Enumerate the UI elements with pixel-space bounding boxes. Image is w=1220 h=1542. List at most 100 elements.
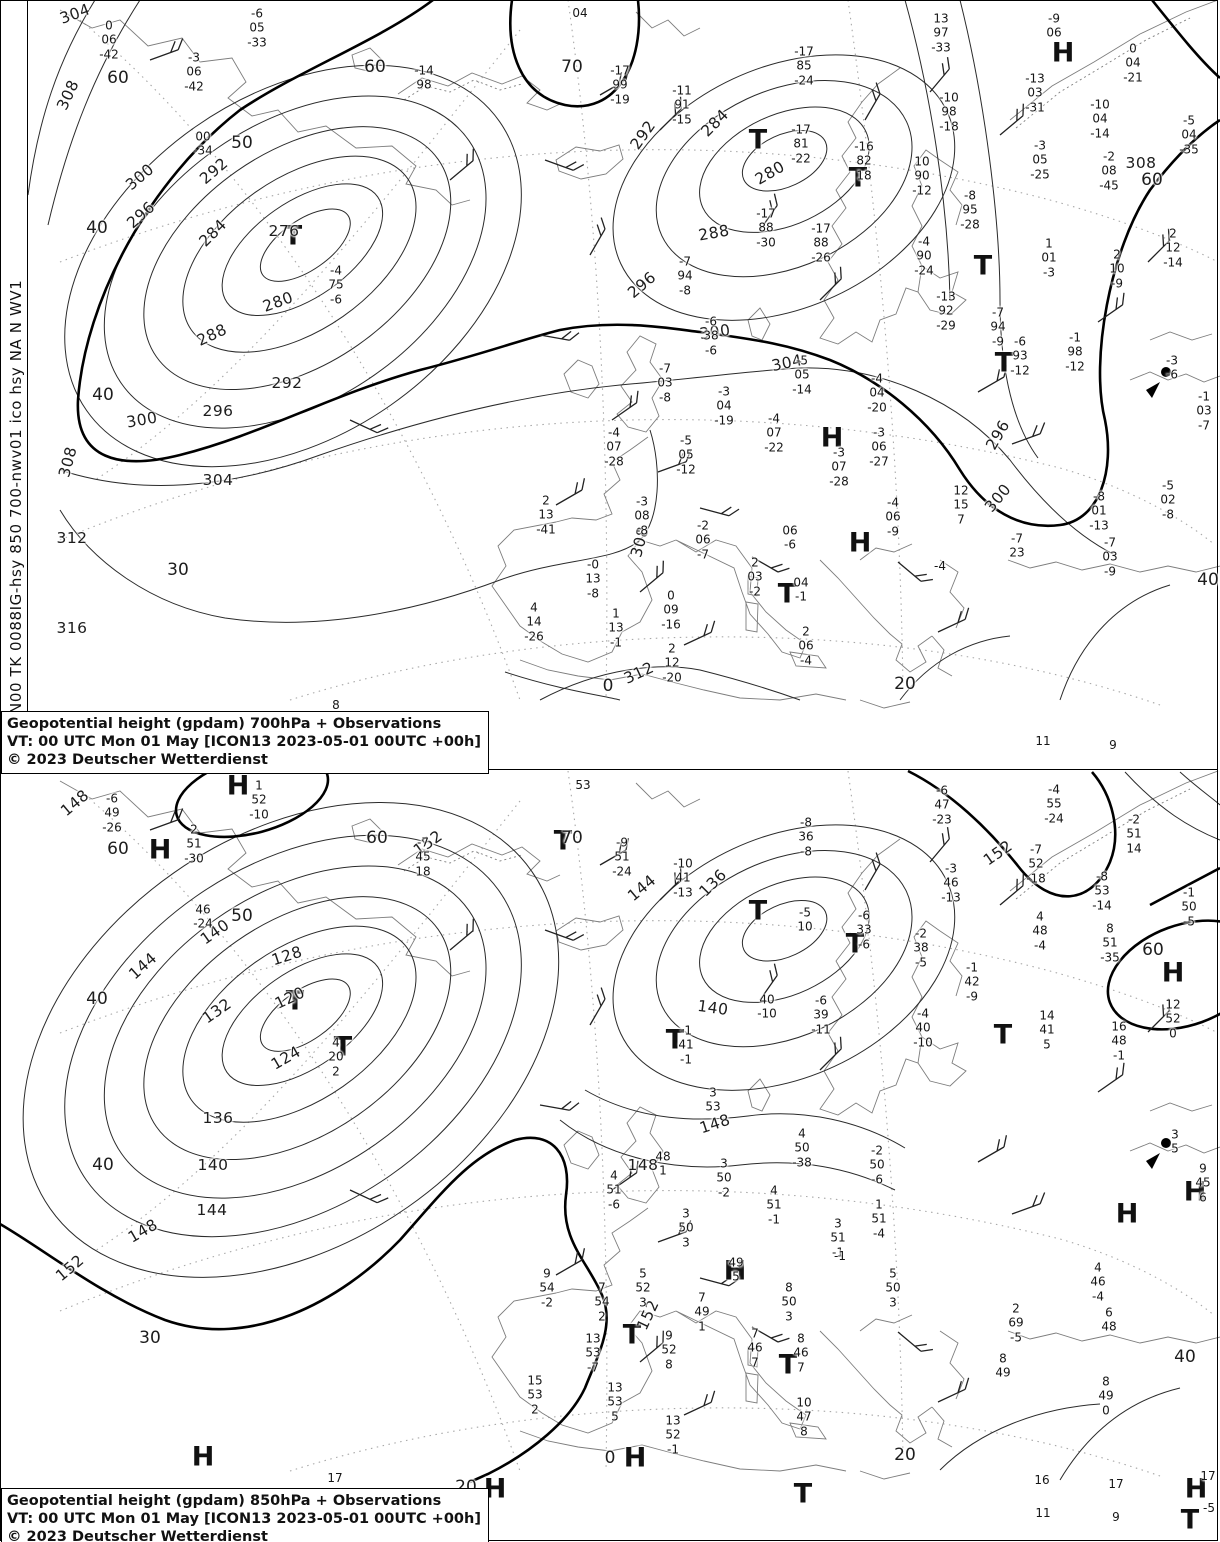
station-value: 1 — [659, 1164, 667, 1178]
graticule-label: 40 — [92, 1155, 114, 1175]
pressure-center-high: H — [1161, 957, 1185, 989]
station-value: 8 — [332, 697, 340, 712]
station-value: -3 — [718, 384, 730, 399]
station-values: -2 38 -5 — [913, 926, 928, 969]
station-values: 10 47 8 — [796, 1395, 811, 1438]
station-value: 2 — [802, 624, 810, 639]
station-value: -9 — [1104, 564, 1116, 579]
station-value: -11 — [672, 83, 692, 98]
station-values: 7 54 2 — [594, 1280, 609, 1323]
station-values: -1 — [834, 1249, 846, 1263]
station-values: 4 50 -38 — [792, 1126, 812, 1169]
station-value: 1 — [875, 1197, 883, 1212]
station-value: -24 — [1044, 811, 1064, 826]
station-value: 50 — [794, 1140, 810, 1155]
legend-700hpa: Geopotential height (gpdam) 700hPa + Obs… — [1, 711, 489, 774]
graticule-label: 60 — [364, 57, 386, 77]
station-value: 52 — [251, 792, 267, 807]
station-value: 0 — [1102, 1403, 1110, 1418]
station-value: -9 — [992, 334, 1004, 349]
station-value: -0 — [587, 557, 599, 572]
sidebar-divider — [27, 1, 28, 769]
station-value: 13 — [585, 571, 601, 586]
station-values: 13 52 -1 — [665, 1413, 680, 1456]
pressure-center-low: T — [665, 1024, 685, 1056]
station-value: 06 — [798, 638, 814, 653]
product-code-vertical: N00 TK 0088IG-hsy 850 700-nwv01 ico hsy … — [7, 279, 25, 714]
station-value: 1 — [1045, 236, 1053, 251]
station-value: -2 — [915, 926, 927, 941]
isohypses-850 — [0, 751, 1220, 1484]
station-value: -1 — [832, 1245, 844, 1260]
station-value: -7 — [1030, 842, 1042, 857]
station-values: 7 49 1 — [694, 1290, 709, 1333]
station-value: 03 — [1102, 549, 1118, 564]
station-value: -12 — [912, 183, 932, 198]
graticule-label: 60 — [107, 839, 129, 859]
station-value: 0 — [667, 588, 675, 603]
station-value: 52 — [1028, 856, 1044, 871]
pressure-center-low: T — [777, 578, 797, 610]
station-value: 47 — [934, 797, 950, 812]
station-values: 0 06 -42 — [99, 18, 119, 61]
station-value: 46 — [793, 1345, 809, 1360]
station-value: 49 — [104, 805, 120, 820]
station-values: 1 13 -1 — [608, 606, 623, 649]
station-values: -17 85 -24 — [794, 44, 814, 87]
station-value: 04 — [572, 5, 588, 20]
station-values: -8 01 -13 — [1089, 489, 1109, 532]
station-value: -13 — [941, 890, 961, 905]
pressure-center-low: T — [793, 1478, 813, 1510]
station-value: 52 — [635, 1280, 651, 1295]
station-value: 3 — [639, 1295, 647, 1310]
station-value: 48 — [1111, 1033, 1127, 1048]
station-value: 2 — [332, 1064, 340, 1079]
graticule-label: 20 — [894, 1445, 916, 1465]
station-value: 4 — [798, 1126, 806, 1141]
station-value: 4 — [1094, 1260, 1102, 1275]
station-value: 06 — [695, 532, 711, 547]
station-value: -2 — [697, 518, 709, 533]
station-value: -3 — [1034, 138, 1046, 153]
station-value: 9 — [665, 1328, 673, 1343]
station-value: 2 — [190, 822, 198, 837]
station-value: -8 — [800, 844, 812, 859]
station-value: -7 — [992, 305, 1004, 320]
pressure-center-high: H — [1051, 37, 1075, 69]
legend-copyright: © 2023 Deutscher Wetterdienst — [7, 1529, 268, 1542]
station-values: 12 52 0 — [1165, 997, 1180, 1040]
station-value: 9 — [543, 1266, 551, 1281]
station-value: -11 — [811, 1022, 831, 1037]
station-value: -17 — [756, 206, 776, 221]
station-value: 07 — [606, 439, 622, 454]
station-value: -16 — [854, 139, 874, 154]
station-values: 48 1 — [655, 1150, 670, 1179]
station-values: 5 52 3 — [635, 1266, 650, 1309]
station-value: 53 — [585, 1345, 601, 1360]
station-value: 51 — [871, 1211, 887, 1226]
station-values: -4 40 -10 — [913, 1006, 933, 1049]
station-value: -33 — [247, 35, 267, 50]
station-value: -9 — [1048, 11, 1060, 26]
station-value: 05 — [249, 20, 265, 35]
station-values: -3 05 -25 — [1030, 138, 1050, 181]
station-value: -6 — [1014, 334, 1026, 349]
station-values: -3 -6 — [1166, 354, 1178, 383]
pressure-center-low: T — [778, 1349, 798, 1381]
station-value: 4 — [332, 1035, 340, 1050]
station-value: 7 — [598, 1280, 606, 1295]
station-values: -7 94 -9 — [990, 305, 1005, 348]
station-value: 7 — [957, 512, 965, 527]
station-value: -1 — [610, 635, 622, 650]
station-value: -13 — [1025, 71, 1045, 86]
station-value: -13 — [673, 885, 693, 900]
station-value: 9 — [1109, 737, 1117, 752]
graticule-label: 40 — [92, 385, 114, 405]
station-value: 11 — [1035, 1505, 1051, 1520]
station-value: 45 — [1195, 1175, 1211, 1190]
pressure-center-high: H — [1115, 1198, 1139, 1230]
pressure-center-high: H — [623, 1442, 647, 1474]
station-value: -12 — [1010, 363, 1030, 378]
station-value: 17 — [1200, 1468, 1216, 1483]
station-value: -4 — [800, 653, 812, 668]
